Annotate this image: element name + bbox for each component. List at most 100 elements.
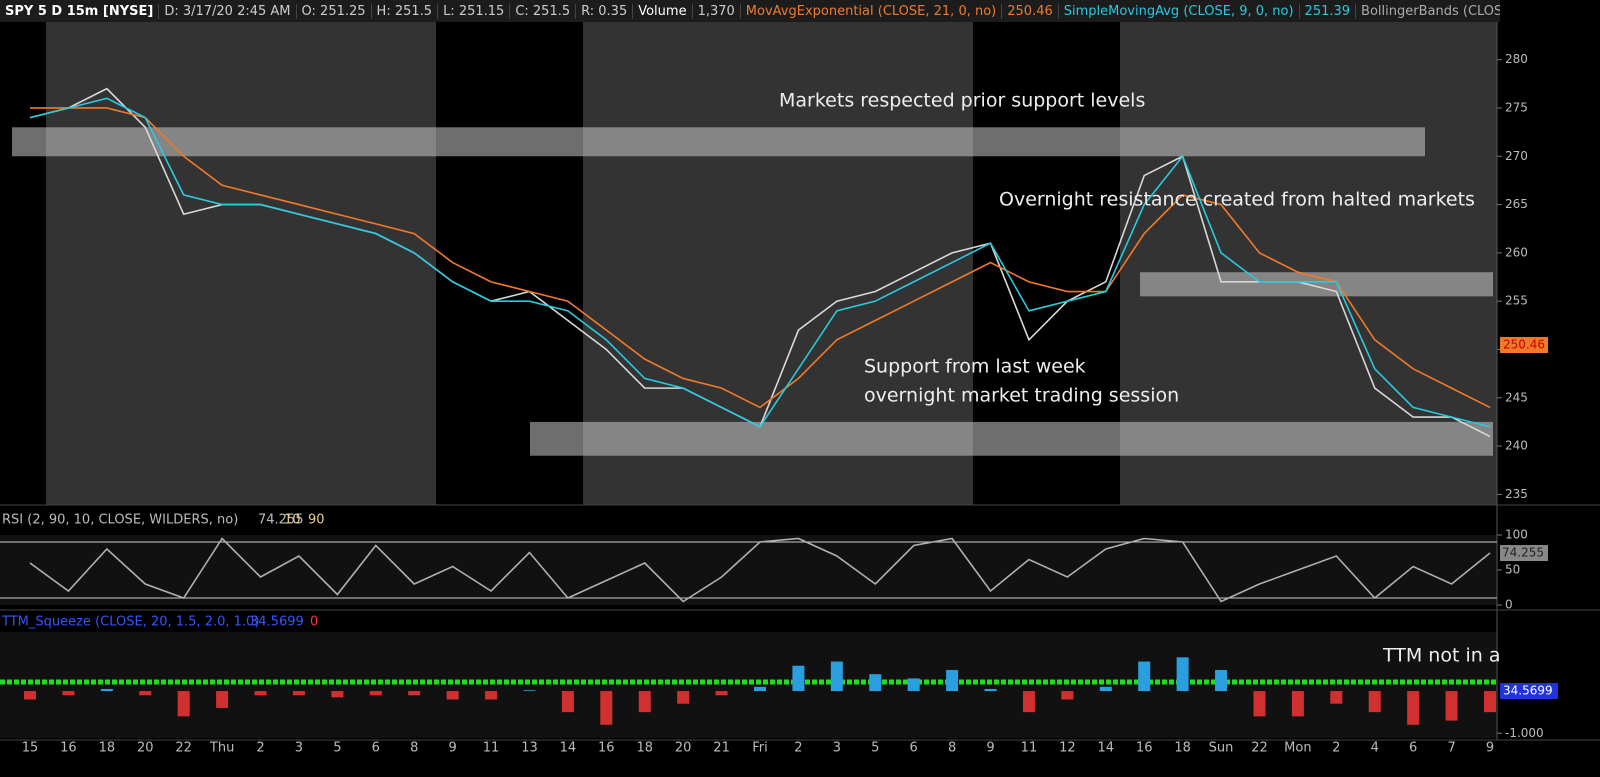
ttm-box [1500, 683, 1558, 700]
x-tick-label: 14 [560, 741, 577, 756]
histogram-bar [946, 669, 959, 692]
histogram-bar [1215, 669, 1228, 692]
bb-label: BollingerBands (CLOSE, 0, 20,... [1356, 4, 1500, 19]
x-tick-label: 18 [99, 741, 116, 756]
histogram-bar [254, 691, 267, 696]
last-price: 250.46 [1503, 338, 1545, 352]
x-tick-label: 14 [1098, 741, 1115, 756]
histogram-bar [1138, 661, 1151, 692]
histogram-bar [408, 691, 421, 696]
histogram-bar [561, 691, 574, 713]
histogram-bar [216, 691, 229, 708]
sma-value: 251.39 [1300, 3, 1357, 19]
y-tick-label: 235 [1505, 487, 1528, 501]
histogram-bar [792, 665, 805, 692]
annotation: overnight market trading session [864, 385, 1179, 407]
x-tick-label: Fri [752, 741, 768, 756]
y-tick-label: 260 [1505, 245, 1528, 259]
x-tick-label: 3 [833, 741, 841, 756]
histogram-bar [638, 691, 651, 713]
last-price-box [1500, 337, 1548, 354]
histogram-bar [139, 691, 152, 696]
x-tick-label: 21 [713, 741, 730, 756]
histogram-bar [600, 691, 613, 725]
x-tick-label: 16 [60, 741, 77, 756]
rsi-title: RSI (2, 90, 10, CLOSE, WILDERS, no) [2, 513, 238, 528]
histogram-bar [1061, 691, 1074, 700]
rsi-box [1500, 545, 1548, 562]
y-tick-label: 270 [1505, 149, 1528, 163]
y-tick-label: 50 [1505, 563, 1520, 577]
x-tick-label: 4 [1371, 741, 1379, 756]
x-tick-label: 6 [372, 741, 380, 756]
support-zone [1140, 272, 1493, 297]
support-zone [530, 421, 1493, 456]
x-tick-label: 6 [910, 741, 918, 756]
annotation: Support from last week [864, 356, 1086, 378]
x-tick-label: 15 [22, 741, 39, 756]
histogram-bar [523, 690, 536, 692]
histogram-bar [869, 674, 882, 692]
series-line [29, 537, 1491, 603]
x-tick-label: 20 [675, 741, 692, 756]
histogram-bar [1099, 686, 1112, 692]
x-tick-label: 6 [1409, 741, 1417, 756]
x-tick-label: Thu [209, 741, 234, 756]
x-tick-label: 2 [1332, 741, 1340, 756]
x-tick-label: 9 [1486, 741, 1494, 756]
x-tick-label: Sun [1209, 741, 1234, 756]
x-tick-label: 3 [295, 741, 303, 756]
histogram-bar [677, 691, 690, 704]
x-tick-label: 8 [948, 741, 956, 756]
header: SPY 5 D 15m [NYSE] D: 3/17/20 2:45 AM O:… [0, 0, 1500, 22]
x-tick-label: 9 [448, 741, 456, 756]
y-tick-label: 255 [1505, 294, 1528, 308]
level-label: 10 [284, 513, 301, 528]
x-tick-label: 22 [1251, 741, 1268, 756]
x-tick-label: 20 [137, 741, 154, 756]
x-tick-label: 9 [986, 741, 994, 756]
histogram-bar [177, 691, 190, 717]
volume: 1,370 [693, 3, 741, 19]
histogram-bar [754, 686, 766, 692]
rsi-box-label: 74.255 [1502, 546, 1544, 560]
field: L: 251.15 [438, 3, 511, 19]
x-tick-label: 2 [794, 741, 802, 756]
support-zone [12, 127, 1425, 157]
y-tick-label: 0 [1505, 598, 1513, 612]
histogram-bar [369, 691, 382, 696]
histogram-bar [984, 688, 997, 692]
sma-label: SimpleMovingAvg (CLOSE, 9, 0, no) [1059, 3, 1300, 19]
x-tick-label: 22 [175, 741, 192, 756]
x-tick-label: 7 [1447, 741, 1455, 756]
histogram-bar [1484, 691, 1496, 713]
histogram-bar [1407, 691, 1420, 725]
histogram-bar [331, 691, 344, 698]
x-tick-label: 11 [1021, 741, 1038, 756]
x-tick-label: 12 [1059, 741, 1076, 756]
histogram-bar [1176, 657, 1189, 692]
field: O: 251.25 [297, 3, 372, 19]
x-tick-label: 13 [521, 741, 538, 756]
histogram-bar [1368, 691, 1381, 713]
field: R: 0.35 [576, 3, 634, 19]
ttm-box-label: 34.5699 [1503, 684, 1553, 698]
x-tick-label: 16 [598, 741, 615, 756]
histogram-bar [830, 661, 843, 692]
y-tick-label: -1.000 [1505, 726, 1544, 740]
field: C: 251.5 [510, 3, 577, 19]
y-tick-label: 240 [1505, 439, 1528, 453]
annotation: Markets respected prior support levels [779, 90, 1145, 112]
y-tick-label: 245 [1505, 390, 1528, 404]
level-label: 90 [308, 513, 325, 528]
ttm-title: TTM_Squeeze (CLOSE, 20, 1.5, 2.0, 1.0) [1, 615, 259, 630]
x-tick-label: 11 [483, 741, 500, 756]
histogram-bar [24, 691, 36, 700]
x-tick-label: 2 [256, 741, 264, 756]
rsi-value: 74.255 [258, 513, 304, 528]
x-tick-label: 18 [1174, 741, 1191, 756]
x-tick-label: 5 [871, 741, 879, 756]
x-tick-label: 8 [410, 741, 418, 756]
